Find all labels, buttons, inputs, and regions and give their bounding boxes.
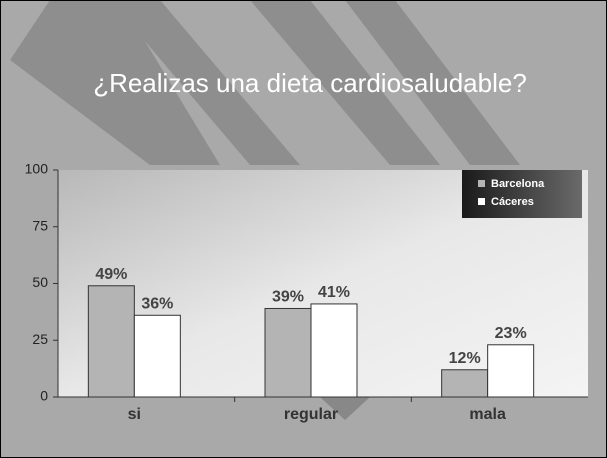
chart-title: ¿Realizas una dieta cardiosaludable?	[93, 68, 527, 98]
bar	[264, 307, 312, 398]
stripes	[10, 0, 520, 165]
legend	[462, 170, 582, 218]
y-tick-label: 100	[25, 161, 49, 177]
value-label: 36%	[141, 295, 173, 312]
x-tick-label: regular	[284, 406, 338, 423]
bar	[133, 314, 181, 398]
value-label: 12%	[449, 350, 481, 367]
value-label: 49%	[95, 266, 127, 283]
value-label: 41%	[318, 284, 350, 301]
legend-swatch	[478, 198, 485, 205]
legend-label: Cáceres	[491, 196, 534, 208]
y-tick-label: 0	[40, 388, 48, 404]
y-tick-label: 75	[32, 217, 48, 233]
value-label: 39%	[272, 289, 304, 306]
x-tick-label: mala	[469, 406, 506, 423]
legend-label: Barcelona	[491, 178, 545, 190]
x-tick-label: si	[128, 406, 141, 423]
legend-swatch	[478, 180, 485, 187]
arrow-decoration	[320, 397, 370, 420]
bar	[87, 285, 135, 398]
bar	[310, 303, 358, 398]
y-tick-label: 25	[32, 331, 48, 347]
y-tick-label: 50	[32, 274, 48, 290]
bar	[487, 344, 535, 398]
value-label: 23%	[495, 325, 527, 342]
bar	[441, 369, 489, 398]
